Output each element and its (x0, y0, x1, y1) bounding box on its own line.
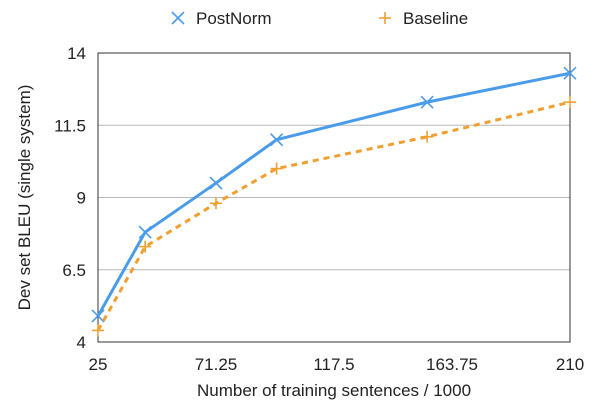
series-line-baseline (96, 100, 571, 332)
x-tick-label: 210 (556, 355, 584, 374)
series-layer (91, 66, 577, 337)
y-tick-labels: 4 6.5 9 11.5 14 (54, 44, 86, 352)
x-axis-title: Number of training sentences / 1000 (197, 381, 471, 400)
series-postnorm (91, 66, 577, 323)
data-point-postnorm (420, 95, 434, 109)
x-tick-label: 163.75 (426, 355, 478, 374)
data-point-baseline (210, 197, 222, 210)
data-point-baseline (421, 130, 434, 143)
x-tick-labels: 25 71.25 117.5 163.75 210 (89, 355, 585, 374)
data-point-baseline (564, 96, 576, 109)
legend-label: Baseline (403, 9, 468, 28)
y-axis-title: Dev set BLEU (single system) (15, 85, 34, 311)
x-tick-label: 71.25 (195, 355, 238, 374)
y-tick-label: 9 (77, 189, 86, 208)
legend: PostNorm Baseline (171, 9, 468, 28)
data-point-postnorm (209, 176, 223, 190)
y-tick-label: 6.5 (62, 261, 86, 280)
plot-frame (97, 52, 571, 343)
legend-item-postnorm: PostNorm (171, 9, 272, 28)
x-tick-label: 117.5 (313, 355, 354, 374)
x-tick-label: 25 (89, 355, 108, 374)
data-point-baseline (139, 240, 152, 253)
legend-marker-postnorm (171, 11, 185, 25)
legend-marker-baseline (379, 12, 391, 24)
data-point-postnorm (91, 309, 105, 323)
series-baseline (92, 96, 576, 337)
series-line-postnorm (96, 71, 571, 317)
data-point-postnorm (138, 225, 152, 239)
grid-lines (98, 52, 570, 343)
data-point-baseline (270, 162, 283, 175)
y-tick-label: 4 (77, 333, 86, 352)
y-tick-label: 14 (67, 44, 86, 63)
legend-label: PostNorm (196, 9, 272, 28)
data-point-postnorm (270, 133, 284, 147)
legend-item-baseline: Baseline (379, 9, 468, 28)
data-point-baseline (92, 324, 104, 337)
y-tick-label: 11.5 (54, 116, 86, 135)
data-point-postnorm (563, 66, 577, 80)
